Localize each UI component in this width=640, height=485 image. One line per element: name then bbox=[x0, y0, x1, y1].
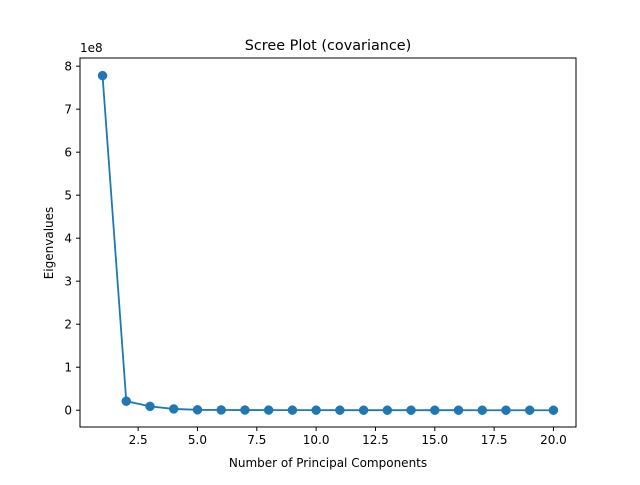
plot-area: 2.5 5.0 7.5 10.0 12.5 15.0 17.5 20.0 0 1 2 3 4 5 6 7 8 bbox=[64, 57, 577, 447]
data-point bbox=[406, 405, 416, 415]
chart-title: Scree Plot (covariance) bbox=[245, 38, 412, 54]
x-tick-label: 17.5 bbox=[481, 433, 508, 447]
x-tick-label: 10.0 bbox=[303, 433, 330, 447]
y-tick-label: 6 bbox=[64, 146, 72, 160]
data-point bbox=[335, 405, 345, 415]
x-tick-label: 2.5 bbox=[129, 433, 148, 447]
x-tick-label: 20.0 bbox=[540, 433, 567, 447]
x-axis-label: Number of Principal Components bbox=[229, 456, 427, 470]
y-tick-label: 1 bbox=[64, 361, 72, 375]
y-tick-label: 0 bbox=[64, 404, 72, 418]
axes-frame bbox=[79, 57, 577, 428]
x-tick-label: 5.0 bbox=[188, 433, 207, 447]
y-tick-label: 3 bbox=[64, 275, 72, 289]
data-point bbox=[263, 405, 274, 415]
y-tick-label: 8 bbox=[64, 60, 72, 74]
data-point bbox=[548, 405, 559, 415]
data-point bbox=[311, 405, 321, 415]
data-point bbox=[382, 405, 393, 415]
data-point bbox=[168, 404, 179, 414]
x-tick-label: 15.0 bbox=[421, 433, 448, 447]
y-axis-label: Eigenvalues bbox=[42, 207, 56, 280]
data-point bbox=[453, 405, 464, 415]
data-point bbox=[501, 405, 511, 415]
x-tick-label: 7.5 bbox=[247, 433, 266, 447]
data-point bbox=[192, 405, 203, 415]
data-point bbox=[216, 405, 226, 415]
data-point bbox=[358, 405, 369, 415]
y-tick-label: 7 bbox=[64, 103, 72, 117]
data-point bbox=[524, 405, 535, 415]
y-tick-label: 2 bbox=[64, 318, 72, 332]
y-tick-label: 5 bbox=[64, 189, 72, 203]
data-point bbox=[430, 405, 440, 415]
data-point bbox=[287, 405, 298, 415]
y-scale-offset-label: 1e8 bbox=[80, 41, 103, 55]
data-point bbox=[97, 70, 108, 81]
y-tick-label: 4 bbox=[64, 232, 72, 246]
data-point bbox=[240, 405, 250, 415]
data-point bbox=[145, 401, 155, 412]
data-point bbox=[121, 396, 132, 406]
x-tick-label: 12.5 bbox=[362, 433, 389, 447]
data-point bbox=[477, 405, 488, 415]
